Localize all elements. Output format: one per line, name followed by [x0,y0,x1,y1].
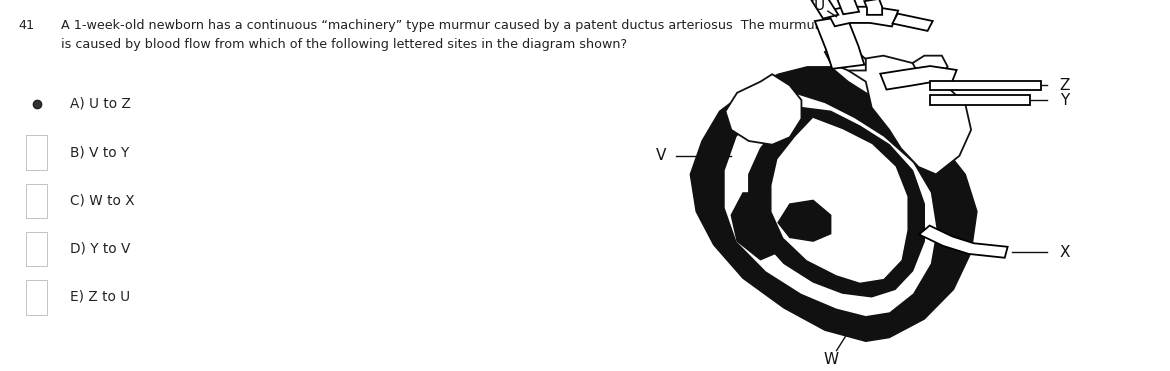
Text: C) W to X: C) W to X [70,193,135,207]
Polygon shape [838,0,859,14]
Polygon shape [812,0,838,19]
Polygon shape [827,7,899,26]
Text: E) Z to U: E) Z to U [70,290,130,304]
Text: B) V to Y: B) V to Y [70,145,129,159]
Polygon shape [749,108,924,297]
Polygon shape [731,193,778,260]
Polygon shape [893,14,932,31]
Polygon shape [920,226,1007,258]
Polygon shape [725,93,936,315]
Text: Y: Y [1060,93,1069,108]
Text: V: V [656,148,666,163]
Polygon shape [930,95,1030,105]
Polygon shape [814,16,865,69]
Text: X: X [1060,245,1069,260]
Text: A 1-week-old newborn has a continuous “machinery” type murmur caused by a patent: A 1-week-old newborn has a continuous “m… [61,19,820,50]
Polygon shape [778,200,831,241]
Polygon shape [913,56,948,78]
Polygon shape [848,56,971,174]
Text: 41: 41 [19,19,34,32]
Text: Z: Z [1060,78,1069,93]
Text: W: W [824,352,838,367]
Polygon shape [880,66,957,89]
Text: D) Y to V: D) Y to V [70,242,130,256]
Polygon shape [865,0,882,15]
Text: U: U [813,0,825,13]
Polygon shape [825,45,866,70]
Polygon shape [772,119,907,282]
Polygon shape [930,81,1041,90]
Polygon shape [725,74,801,145]
Polygon shape [690,67,977,341]
Text: A) U to Z: A) U to Z [70,97,131,111]
